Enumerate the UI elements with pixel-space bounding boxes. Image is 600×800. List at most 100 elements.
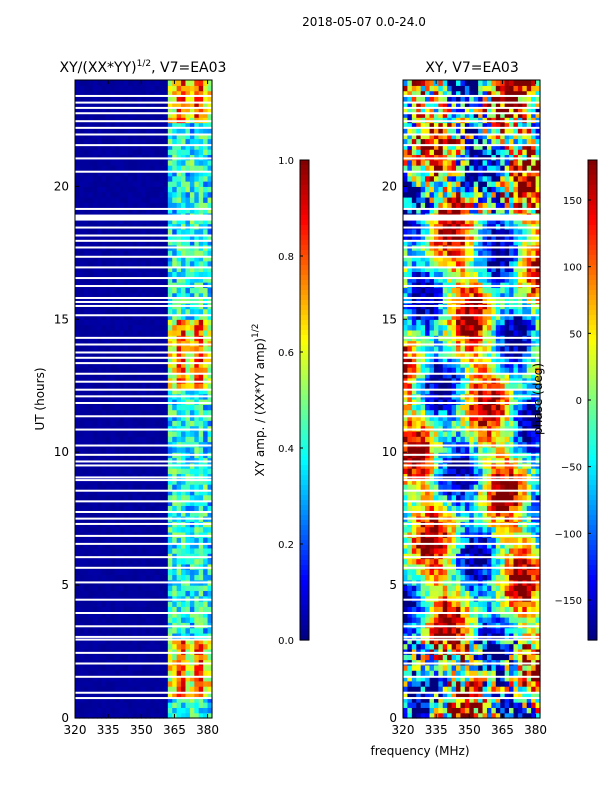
amplitude-y-tick-label: 5 bbox=[61, 578, 69, 592]
missing-row bbox=[75, 675, 212, 678]
amplitude-heatmap bbox=[75, 80, 213, 719]
missing-row bbox=[75, 489, 212, 492]
amplitude-colorbar-tick-label: 0.0 bbox=[278, 636, 294, 647]
missing-row bbox=[403, 510, 540, 513]
missing-row bbox=[403, 638, 540, 641]
missing-row bbox=[403, 255, 540, 258]
missing-row bbox=[75, 388, 212, 391]
missing-row bbox=[403, 170, 540, 173]
phase-panel: XY, V7=EA03 320 335 350 365 380 0 5 10 15 20 bbox=[382, 60, 547, 737]
missing-row bbox=[75, 697, 212, 700]
amplitude-y-axis: 0 5 10 15 20 bbox=[54, 179, 79, 725]
missing-row bbox=[75, 534, 212, 537]
missing-row bbox=[75, 255, 212, 258]
missing-row bbox=[403, 101, 540, 104]
missing-row bbox=[403, 239, 540, 242]
phase-missing-rows bbox=[403, 94, 540, 700]
missing-row bbox=[403, 675, 540, 678]
missing-row bbox=[403, 395, 540, 398]
missing-row bbox=[403, 144, 540, 147]
amplitude-x-tick-label: 335 bbox=[97, 723, 120, 737]
missing-row bbox=[403, 112, 540, 115]
amplitude-colorbar: 0.0 0.2 0.4 0.6 0.8 1.0 XY amp. / (XX*YY amp)… bbox=[251, 156, 310, 647]
amplitude-y-tick-label: 10 bbox=[54, 445, 69, 459]
missing-row bbox=[75, 581, 212, 584]
amplitude-y-tick-label: 0 bbox=[61, 711, 69, 725]
missing-row bbox=[75, 246, 212, 249]
missing-row bbox=[75, 460, 212, 463]
missing-row bbox=[403, 266, 540, 269]
amplitude-x-axis: 320 335 350 365 380 bbox=[64, 80, 219, 737]
phase-title: XY, V7=EA03 bbox=[425, 60, 519, 76]
missing-row bbox=[403, 336, 540, 339]
missing-row bbox=[75, 556, 212, 559]
amplitude-colorbar-gradient bbox=[300, 160, 309, 641]
missing-row bbox=[403, 234, 540, 237]
missing-row bbox=[403, 285, 540, 288]
missing-row bbox=[403, 662, 540, 665]
missing-row bbox=[75, 277, 212, 280]
missing-row bbox=[75, 157, 212, 160]
missing-row bbox=[75, 464, 212, 467]
missing-row bbox=[75, 476, 212, 479]
missing-row bbox=[75, 635, 212, 638]
missing-row bbox=[75, 217, 212, 220]
missing-row bbox=[75, 638, 212, 641]
amplitude-axes-frame bbox=[74, 79, 213, 719]
missing-row bbox=[403, 464, 540, 467]
phase-y-tick-label: 15 bbox=[382, 312, 397, 326]
amplitude-x-tick-label: 350 bbox=[130, 723, 153, 737]
phase-x-tick-label: 350 bbox=[458, 723, 481, 737]
missing-row bbox=[403, 226, 540, 229]
phase-y-tick-label: 0 bbox=[389, 711, 397, 725]
missing-row bbox=[403, 380, 540, 383]
missing-row bbox=[403, 157, 540, 160]
phase-heatmap bbox=[403, 80, 541, 719]
phase-x-axis: 320 335 350 365 380 bbox=[392, 80, 547, 737]
amplitude-y-tick-label: 15 bbox=[54, 312, 69, 326]
missing-row bbox=[403, 296, 540, 299]
missing-row bbox=[403, 415, 540, 418]
missing-row bbox=[75, 336, 212, 339]
missing-row bbox=[75, 362, 212, 365]
amplitude-y-tick-label: 20 bbox=[54, 179, 69, 193]
missing-row bbox=[75, 304, 212, 307]
missing-row bbox=[403, 300, 540, 303]
missing-row bbox=[403, 126, 540, 129]
missing-row bbox=[75, 517, 212, 520]
missing-row bbox=[75, 444, 212, 447]
missing-row bbox=[403, 635, 540, 638]
missing-row bbox=[403, 691, 540, 694]
missing-row bbox=[403, 479, 540, 482]
phase-colorbar-tick-label: −50 bbox=[561, 463, 582, 474]
amplitude-x-tick-label: 380 bbox=[196, 723, 219, 737]
amplitude-title: XY/(XX*YY)1/2, V7=EA03 bbox=[60, 59, 227, 76]
missing-row bbox=[403, 401, 540, 404]
amplitude-panel: XY/(XX*YY)1/2, V7=EA03 320 335 350 365 380 0… bbox=[33, 59, 226, 737]
missing-row bbox=[75, 372, 212, 375]
missing-row bbox=[403, 460, 540, 463]
missing-row bbox=[75, 428, 212, 431]
missing-row bbox=[75, 285, 212, 288]
missing-row bbox=[75, 266, 212, 269]
amplitude-x-tick-label: 365 bbox=[163, 723, 186, 737]
phase-colorbar-ticks: −150 −100 −50 0 50 100 150 bbox=[555, 196, 591, 607]
phase-x-tick-label: 335 bbox=[425, 723, 448, 737]
missing-row bbox=[75, 239, 212, 242]
missing-row bbox=[403, 351, 540, 354]
missing-row bbox=[75, 566, 212, 569]
phase-colorbar-tick-label: −150 bbox=[555, 596, 582, 607]
missing-row bbox=[75, 144, 212, 147]
amplitude-colorbar-tick-label: 0.4 bbox=[278, 444, 294, 455]
phase-x-tick-label: 365 bbox=[491, 723, 514, 737]
missing-row bbox=[75, 133, 212, 136]
missing-row bbox=[403, 476, 540, 479]
missing-row bbox=[403, 444, 540, 447]
amplitude-missing-rows bbox=[75, 94, 212, 700]
missing-row bbox=[403, 133, 540, 136]
missing-row bbox=[403, 218, 540, 221]
missing-row bbox=[403, 453, 540, 456]
missing-row bbox=[75, 522, 212, 525]
phase-colorbar-tick-label: 50 bbox=[569, 329, 582, 340]
